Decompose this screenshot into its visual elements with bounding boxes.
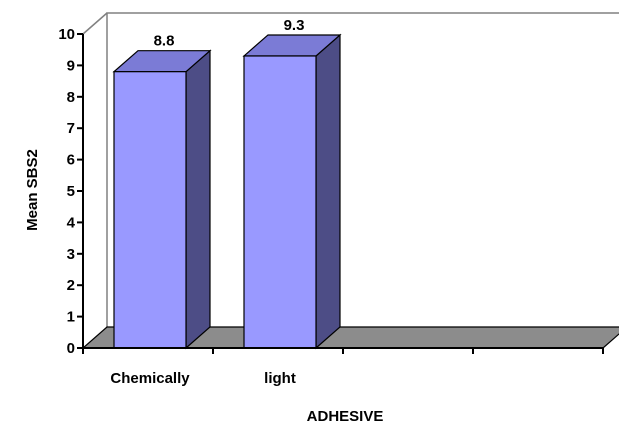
y-tick-label: 6 (67, 152, 75, 169)
bar-side (315, 33, 341, 350)
y-tick-label: 3 (67, 246, 75, 263)
bar-1: 8.8 (112, 33, 212, 350)
x-category-label: light (264, 370, 296, 387)
y-tick-label: 0 (67, 340, 75, 357)
y-tick-label: 8 (67, 89, 75, 106)
x-category-label: Chemically (110, 370, 190, 387)
y-tick-label: 9 (67, 57, 75, 74)
axes-group: 0 1 2 3 4 5 6 7 8 9 10 Chemically light (58, 26, 604, 387)
bars-group: 8.8 9.3 (112, 17, 342, 350)
bar-2: 9.3 (242, 17, 342, 350)
data-label-1: 8.8 (154, 33, 175, 50)
y-tick-label: 7 (67, 120, 75, 137)
y-tick-label: 10 (58, 26, 75, 43)
data-label-2: 9.3 (284, 17, 305, 34)
y-tick-label: 1 (67, 309, 75, 326)
y-tick-label: 4 (67, 214, 76, 231)
bar-front (113, 71, 187, 349)
y-tick-label: 2 (67, 277, 75, 294)
y-tick-label: 5 (67, 183, 75, 200)
bar-front (243, 55, 317, 349)
bar-side (185, 49, 211, 350)
x-axis-title: ADHESIVE (307, 408, 384, 425)
y-axis-title: Mean SBS2 (24, 149, 41, 231)
side-wall-edge (82, 12, 108, 35)
